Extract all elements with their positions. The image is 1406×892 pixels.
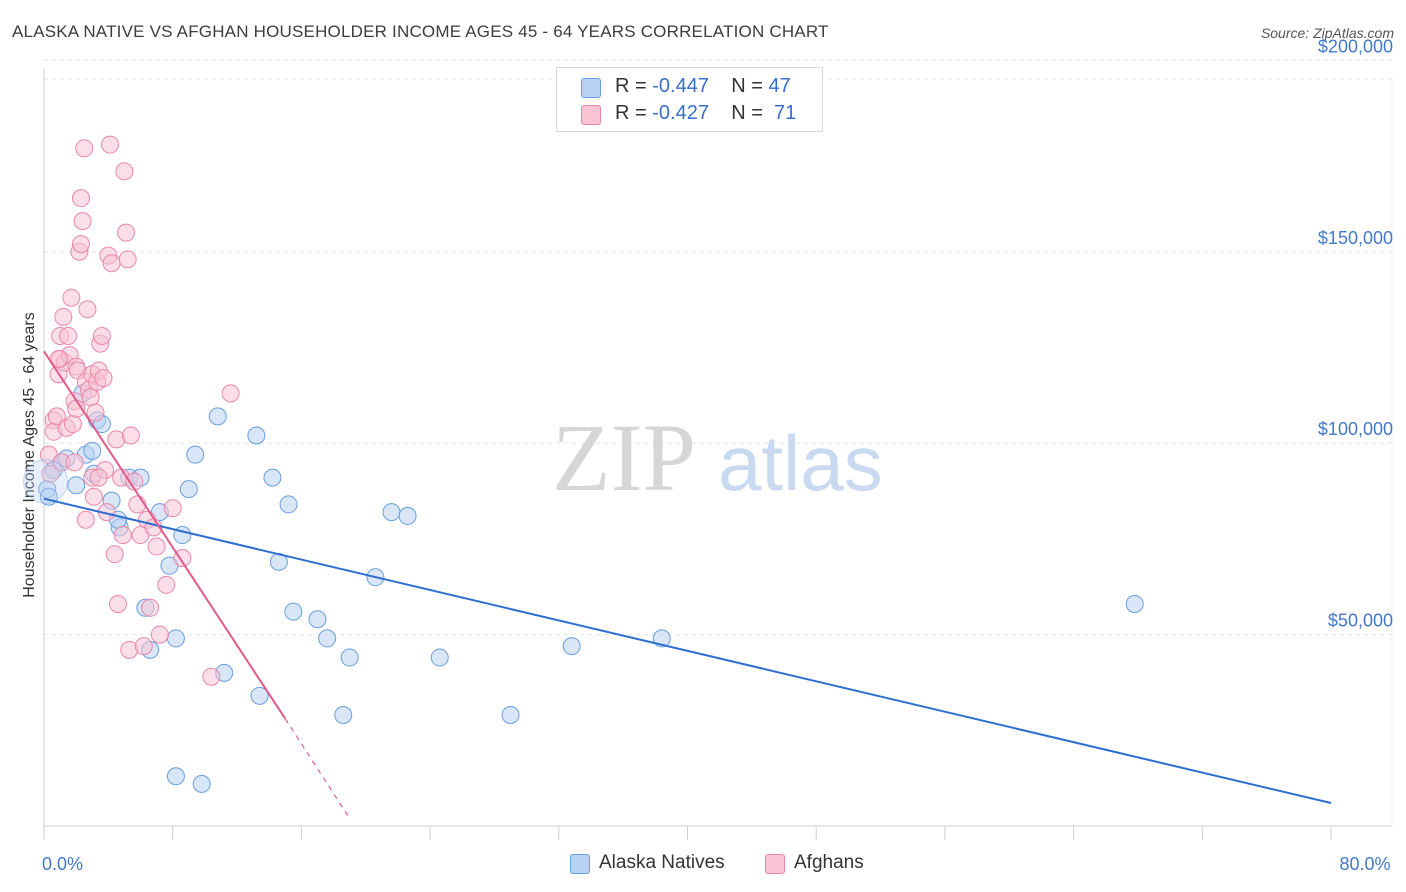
data-point — [1125, 594, 1144, 613]
y-tick-label: $200,000 — [1318, 36, 1393, 56]
data-point — [84, 487, 103, 506]
y-tick-label: $150,000 — [1318, 228, 1393, 248]
watermark: ZIP atlas — [552, 404, 883, 511]
chart-title: ALASKA NATIVE VS AFGHAN HOUSEHOLDER INCO… — [12, 22, 829, 41]
legend-swatch-afghans — [581, 105, 601, 125]
trend-line-afghans-extension — [284, 718, 351, 819]
series-alaska-natives — [38, 384, 1144, 793]
trend-line-afghans — [43, 350, 287, 720]
legend-text: R = -0.447 N = 47 — [615, 75, 791, 98]
data-point — [72, 189, 91, 208]
data-point — [157, 575, 176, 594]
n-label: N = — [731, 102, 763, 124]
watermark-atlas: atlas — [718, 419, 883, 507]
data-point — [318, 629, 337, 648]
data-point — [81, 388, 100, 407]
data-point — [279, 495, 298, 514]
legend-swatch-alaska-natives — [581, 78, 601, 98]
bottom-legend-swatch-afghans — [765, 854, 785, 874]
n-value: 71 — [774, 102, 797, 124]
data-point — [247, 426, 266, 445]
data-point — [83, 441, 102, 460]
data-point — [105, 545, 124, 564]
data-point — [72, 235, 91, 254]
bottom-legend-label: Afghans — [794, 852, 864, 873]
data-point — [76, 510, 95, 529]
data-point — [100, 135, 119, 154]
data-point — [59, 326, 78, 345]
data-point — [63, 415, 82, 434]
data-point — [652, 629, 671, 648]
data-point — [186, 445, 205, 464]
x-tick-label: 80.0% — [1339, 854, 1390, 874]
data-point — [141, 598, 160, 617]
data-point — [54, 307, 73, 326]
data-point — [562, 637, 581, 656]
data-point — [86, 403, 105, 422]
data-point — [147, 537, 166, 556]
y-tick-label: $50,000 — [1328, 611, 1393, 631]
data-point — [208, 407, 227, 426]
data-point — [179, 480, 198, 499]
r-value: -0.427 — [652, 102, 709, 124]
data-point — [75, 139, 94, 158]
trend-line-alaska-natives — [43, 497, 1332, 805]
data-point — [92, 326, 111, 345]
tick-labels: $50,000 $100,000 $150,000 $200,000 0.0% 80.0% — [42, 36, 1393, 874]
correlation-legend: R = -0.447 N = 47 R = -0.427 N = 71 — [556, 67, 823, 132]
axes — [43, 68, 1392, 840]
bottom-legend-label: Alaska Natives — [599, 852, 725, 873]
r-value: -0.447 — [652, 75, 709, 97]
watermark-zip: ZIP — [552, 404, 696, 511]
data-point — [115, 162, 134, 181]
data-point — [128, 495, 147, 514]
data-point — [118, 250, 137, 269]
data-point — [102, 254, 121, 273]
data-point — [284, 602, 303, 621]
data-point — [121, 426, 140, 445]
data-point — [41, 464, 60, 483]
data-point — [109, 594, 128, 613]
data-point — [166, 629, 185, 648]
trend-lines — [43, 350, 1332, 819]
n-label: N = — [731, 75, 763, 97]
data-point — [263, 468, 282, 487]
y-tick-label: $100,000 — [1318, 419, 1393, 439]
data-point — [430, 648, 449, 667]
data-point — [334, 705, 353, 724]
data-point — [163, 499, 182, 518]
data-point — [65, 453, 84, 472]
data-point — [47, 407, 66, 426]
data-point — [113, 526, 132, 545]
x-tick-label: 0.0% — [42, 854, 83, 874]
data-point — [94, 369, 113, 388]
data-point — [192, 774, 211, 793]
source-label: Source: ZipAtlas.com — [1260, 25, 1394, 41]
r-label: R = — [615, 75, 647, 97]
data-point — [62, 288, 81, 307]
data-point — [340, 648, 359, 667]
data-point — [150, 625, 169, 644]
data-point — [308, 610, 327, 629]
data-point — [78, 300, 97, 319]
data-point — [134, 637, 153, 656]
data-point — [67, 476, 86, 495]
legend-text: R = -0.427 N = 71 — [615, 102, 796, 125]
data-point — [221, 384, 240, 403]
data-point — [166, 767, 185, 786]
data-point — [250, 686, 269, 705]
data-point — [398, 506, 417, 525]
data-point-cluster — [23, 458, 69, 504]
n-value: 47 — [768, 75, 791, 97]
data-point — [117, 223, 136, 242]
data-point — [501, 705, 520, 724]
data-point — [202, 667, 221, 686]
bottom-legend-swatch-alaska-natives — [570, 854, 590, 874]
data-points — [23, 135, 1144, 793]
r-label: R = — [615, 102, 647, 124]
data-point — [73, 212, 92, 231]
data-point — [89, 468, 108, 487]
data-point — [382, 503, 401, 522]
